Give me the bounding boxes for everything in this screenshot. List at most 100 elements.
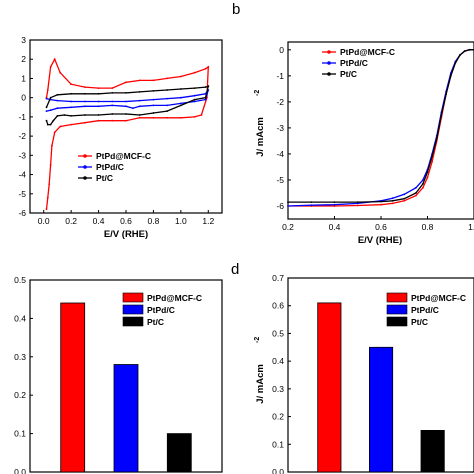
panel-a-series-0-point [180, 75, 182, 78]
panel-c-bar-2 [166, 433, 192, 473]
panel-a-series-0-point [152, 116, 155, 119]
panel-c-ytick-label: 0.2 [14, 390, 26, 400]
panel-a-legend-label-2: Pt/C [96, 173, 113, 183]
panel-b-legend-label-2: Pt/C [340, 69, 357, 79]
panel-a-series-1-point [138, 99, 141, 102]
panel-b-ytick-label: -6 [276, 201, 284, 211]
panel-a-series-2-point [166, 89, 169, 91]
panel-a-series-2-point [193, 98, 196, 101]
panel-a-series-0-point [111, 119, 114, 122]
panel-b-series-1-point [310, 204, 313, 207]
panel-b-series-1-point [403, 193, 406, 196]
panel-b-series-2-point [415, 192, 417, 194]
panel-a-series-1-point [166, 97, 169, 100]
panel-a-series-2-point [49, 96, 52, 99]
panel-a-series-0-point [59, 125, 62, 128]
panel-b-legend-marker-0 [327, 50, 331, 54]
panel-a-ytick-label: -6 [18, 208, 26, 218]
panel-b-series-1-point [422, 179, 424, 181]
panel-d-bar-0 [317, 302, 342, 473]
panel-b-series-0-point [356, 204, 359, 207]
panel-b-ylabel: J/ mAcm [255, 117, 266, 157]
panel-a-xtick-label: 0.2 [65, 216, 77, 226]
panel-a-series-2-point [138, 114, 141, 116]
panel-a-series-2-point [111, 113, 114, 115]
panel-a-series-1-point [180, 102, 182, 105]
panel-b-series-2-point [440, 114, 443, 116]
panel-b-series-2-point [459, 54, 461, 56]
panel-a-series-1-point [70, 100, 72, 103]
panel-a-series-2-point [49, 123, 52, 126]
panel-c-ytick-label: 0.0 [14, 467, 26, 474]
panel-a-series-0-point [138, 116, 141, 119]
panel-c-ytick-label: 0.4 [14, 313, 26, 323]
panel-a-series-0-point [48, 183, 51, 186]
panel-a-xtick-label: 0.0 [38, 216, 50, 226]
panel-a-ytick-label: 0 [21, 93, 26, 103]
panel-a-series-0-point [138, 79, 141, 82]
panel-b-series-1-point [287, 205, 289, 207]
panel-b-frame [287, 41, 474, 220]
panel-b-series-0-point [431, 160, 433, 163]
panel-c-legend-label-2: Pt/C [147, 317, 164, 327]
panel-b-series-0-point [380, 203, 382, 206]
panel-b-xtick-label: 0.4 [329, 222, 341, 232]
panel-a-series-1-point [56, 107, 59, 110]
panel-b-legend-marker-1 [327, 61, 331, 65]
panel-b-series-1-point [356, 202, 359, 205]
panel-b-series-2-point [463, 50, 466, 52]
panel-a-ytick-label: -2 [18, 131, 26, 141]
panel-a-series-2-point [97, 114, 100, 116]
panel-a-series-0-point [46, 196, 49, 199]
panel-d-ylabel: J/ mAcm [255, 364, 266, 404]
panel-d-legend-swatch-2 [386, 316, 408, 327]
panel-b-series-0-point [403, 199, 406, 202]
panel-c-legend-swatch-2 [122, 316, 144, 327]
panel-a-series-2-point [204, 86, 207, 88]
panel-a-ytick-label: 3 [21, 35, 26, 45]
panel-a-series-1-point [70, 106, 72, 109]
panel-b-series-1-point [333, 203, 336, 206]
panel-a-series-0-point [51, 144, 53, 147]
panel-a-xtick-label: 0.8 [148, 216, 160, 226]
panel-a-series-2-point [180, 88, 182, 90]
panel-a-ytick-label: 1 [21, 73, 26, 83]
panel-c-ytick-label: 0.1 [14, 429, 26, 439]
panel-a-series-0-point [46, 89, 49, 91]
panel-a-series-line-0 [45, 57, 210, 210]
panel-b-series-2-point [468, 48, 471, 51]
panel-b-series-2-point [333, 201, 336, 204]
panel-a-series-2-point [45, 106, 48, 109]
panel-c-bar-0 [60, 302, 86, 473]
panel-a-ytick-label: -4 [18, 170, 26, 180]
panel-b-series-2-point [449, 74, 452, 77]
panel-b-series-0-point [426, 176, 429, 179]
panel-a-ytick-label: -5 [18, 189, 26, 199]
panel-d-ytick-label: 0.7 [272, 273, 284, 283]
panel-a-xtick-label: 0.4 [93, 216, 105, 226]
panel-b-series-2-point [445, 93, 447, 95]
panel-a-ytick-label: 2 [21, 54, 26, 64]
panel-b-series-2-point [422, 183, 424, 185]
panel-a-series-0-point [204, 67, 207, 70]
panel-d-ytick-label: 0.2 [272, 412, 284, 422]
panel-b-series-2-point [391, 199, 394, 202]
panel-b-series-0-point [391, 202, 394, 205]
panel-b-series-2-point [356, 201, 359, 204]
panel-b-ylabel-sup: -2 [254, 90, 261, 96]
panel-b-ytick-label: -2 [276, 97, 284, 107]
panel-a-xtick-label: 0.6 [120, 216, 132, 226]
panel-a-series-0-point [70, 83, 72, 86]
panel-a-legend-marker-1 [83, 165, 87, 169]
panel-a-series-0-point [125, 81, 127, 84]
panel-c-legend-label-0: PtPd@MCF-C [147, 293, 202, 303]
panel-a-series-2-point [193, 87, 196, 89]
panel-d-ytick-label: 0.4 [272, 356, 284, 366]
panel-a-series-0-point [49, 164, 52, 166]
panel-a-series-0-point [200, 114, 203, 116]
panel-b-series-1-point [391, 197, 394, 200]
panel-a-series-0-point [125, 119, 127, 122]
panel-c-bar-chart: 0.0 0.1 0.2 0.3 0.4 0.5 PtPd@MCF-C PtPd/C Pt/C [14, 275, 223, 474]
panel-a-legend-label-0: PtPd@MCF-C [96, 151, 151, 161]
panel-d-bar-1 [368, 346, 394, 473]
